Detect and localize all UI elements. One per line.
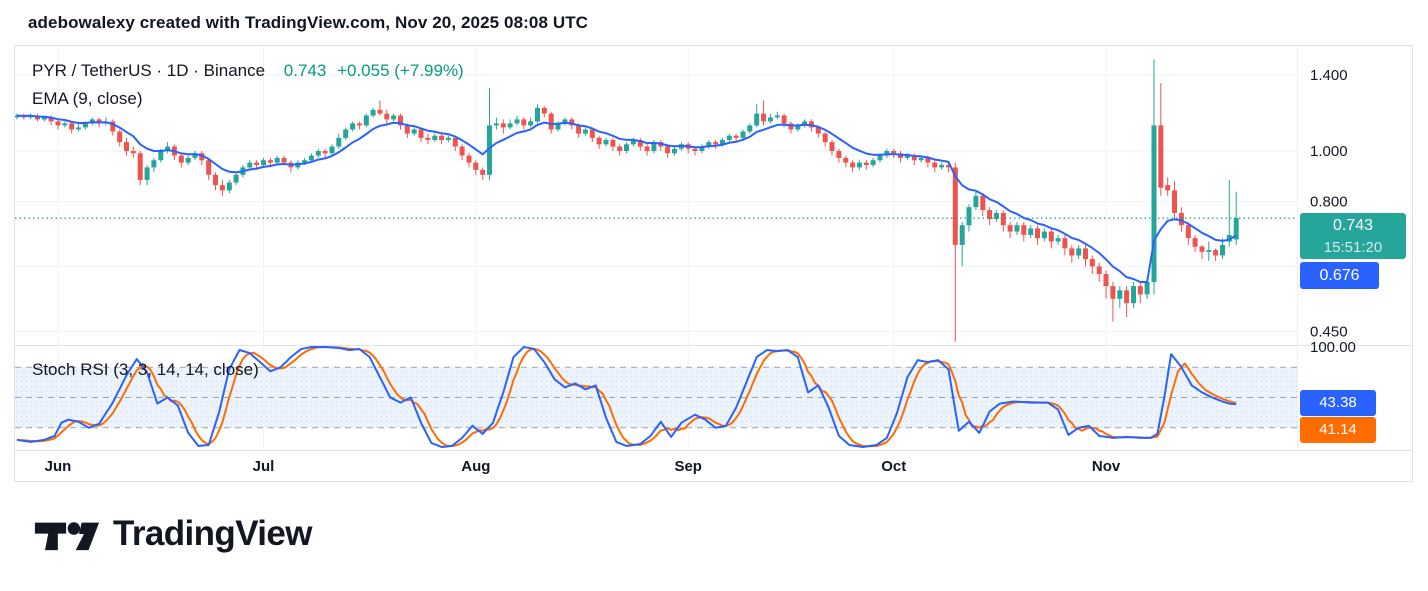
- price-tick-label: 0.450: [1310, 324, 1348, 341]
- stoch-k-badge: 43.38: [1300, 390, 1376, 416]
- tradingview-wordmark: TradingView: [113, 514, 313, 553]
- time-scale[interactable]: [15, 451, 1297, 481]
- tradingview-logo: TradingView: [34, 514, 313, 554]
- stoch-k-line: [16, 346, 1237, 448]
- pane-separator[interactable]: [14, 345, 1413, 346]
- symbol-legend[interactable]: PYR / TetherUS · 1D · Binance 0.743 +0.0…: [32, 61, 464, 81]
- time-tick-label: Nov: [1092, 458, 1121, 475]
- price-tick-label: 1.400: [1310, 67, 1348, 84]
- time-tick-label: Sep: [674, 458, 702, 475]
- candles-series: [15, 59, 1239, 342]
- price-tick-label: 0.800: [1310, 193, 1348, 210]
- time-tick-label: Aug: [461, 458, 490, 475]
- ema-value-badge: 0.676: [1300, 262, 1379, 289]
- stoch-rsi-legend[interactable]: Stoch RSI (3, 3, 14, 14, close): [32, 360, 259, 379]
- stoch-scale-top-label: 100.00: [1310, 339, 1356, 356]
- ema-line: [16, 114, 1237, 283]
- time-tick-label: Jun: [45, 458, 72, 475]
- tradingview-logo-icon: [34, 521, 100, 550]
- legend-last-price: 0.743: [283, 61, 327, 80]
- last-price-badge-value: 0.743: [1332, 217, 1374, 234]
- time-tick-label: Oct: [881, 458, 906, 475]
- symbol-title: PYR / TetherUS · 1D · Binance: [32, 61, 266, 80]
- bar-countdown: 15:51:20: [1323, 239, 1383, 256]
- attribution-text: adebowalexy created with TradingView.com…: [28, 13, 589, 32]
- price-tick-label: 1.000: [1310, 143, 1348, 160]
- time-axis-separator: [14, 450, 1413, 451]
- price-scale[interactable]: [1298, 46, 1413, 450]
- legend-price-change: +0.055 (+7.99%): [337, 61, 464, 80]
- price-scale-separator: [1297, 46, 1298, 450]
- time-tick-label: Jul: [253, 458, 275, 475]
- stoch-d-badge: 41.14: [1300, 417, 1376, 443]
- ema-legend[interactable]: EMA (9, close): [32, 89, 143, 108]
- last-price-badge: 0.743 15:51:20: [1300, 213, 1406, 259]
